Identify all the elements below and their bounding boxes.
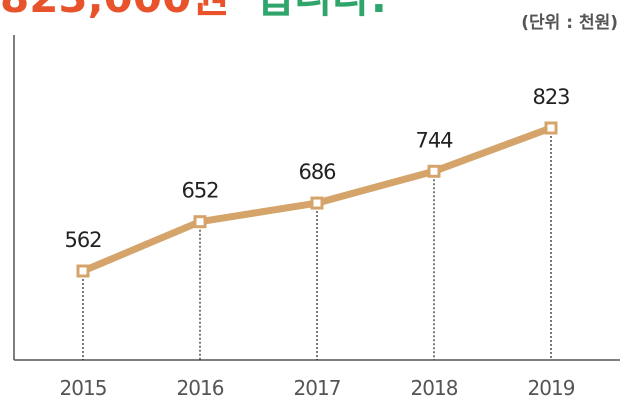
x-tick-label: 2016 <box>177 376 224 400</box>
data-label: 562 <box>64 228 101 252</box>
marker <box>193 215 207 229</box>
data-label: 823 <box>532 85 569 109</box>
marker <box>427 164 441 178</box>
x-tick-label: 2015 <box>60 376 107 400</box>
marker <box>76 264 90 278</box>
data-label: 652 <box>181 179 218 203</box>
title-suffix: 입니다. <box>255 0 387 22</box>
data-label: 686 <box>298 160 336 184</box>
x-tick-label: 2018 <box>411 376 458 400</box>
marker <box>310 196 324 210</box>
x-tick-label: 2019 <box>528 376 575 400</box>
unit-label: (단위 : 천원) <box>521 13 618 33</box>
marker <box>544 121 558 135</box>
data-label: 744 <box>415 128 453 152</box>
title-amount: 823,000원 <box>0 0 230 22</box>
x-tick-label: 2017 <box>294 376 341 400</box>
